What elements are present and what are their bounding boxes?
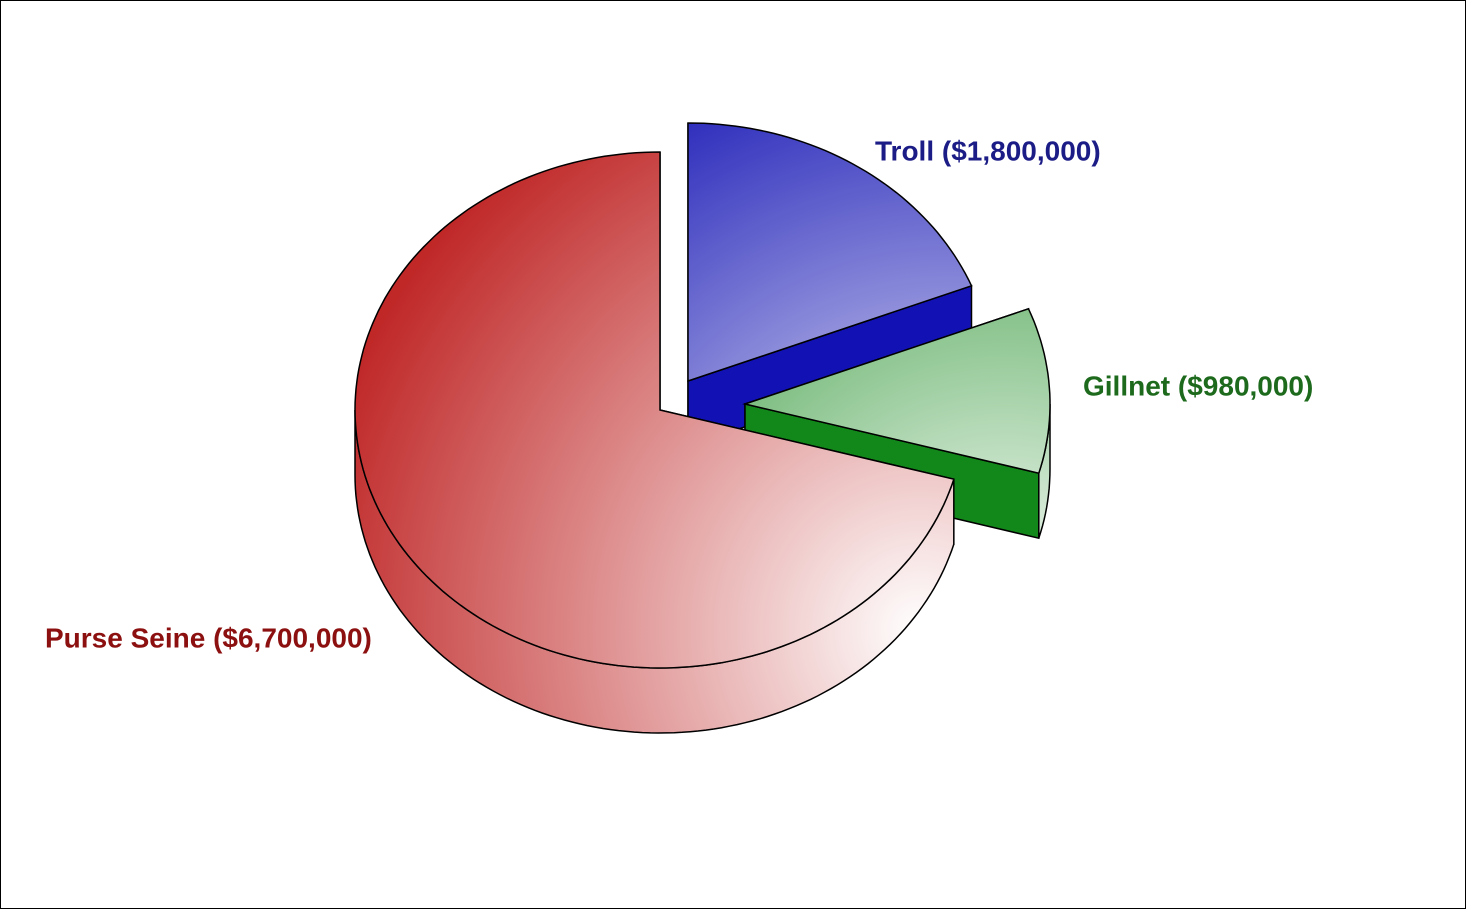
- slice-label: Purse Seine ($6,700,000): [45, 622, 372, 653]
- pie-slice: [354, 151, 955, 669]
- slice-label: Gillnet ($980,000): [1083, 370, 1313, 401]
- pie-slice: [687, 122, 973, 383]
- pie-slice: [742, 307, 1051, 475]
- slice-label: Troll ($1,800,000): [875, 135, 1101, 166]
